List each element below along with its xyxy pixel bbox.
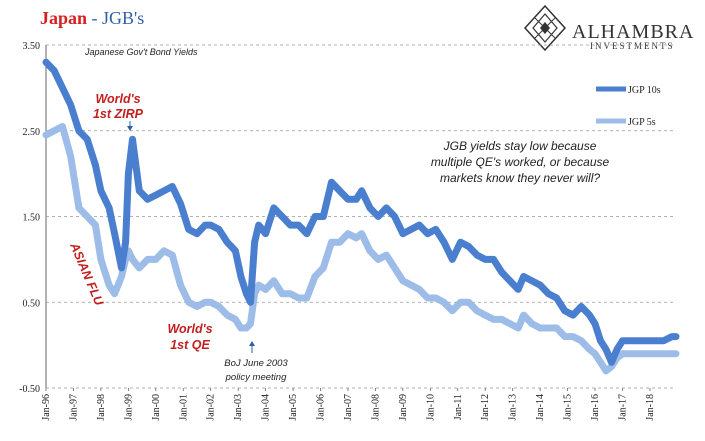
x-tick-label: Jan-99 — [123, 394, 134, 421]
zirp-arrow-icon — [127, 121, 133, 131]
y-axis-ticks: 3.50 2.50 1.50 0.50 -0.50 — [19, 41, 40, 395]
x-tick-label: Jan-97 — [68, 394, 79, 421]
legend-label-jgp5s: JGP 5s — [628, 117, 656, 128]
x-tick-label: Jan-16 — [590, 394, 601, 421]
qe-label-line-2: 1st QE — [170, 338, 210, 352]
series-line-jgp5s — [42, 123, 680, 375]
x-axis-ticks: Jan-96 Jan-97 Jan-98 Jan-99 Jan-00 Jan-01 Jan-… — [41, 388, 656, 421]
x-tick-label: Jan-07 — [343, 394, 354, 421]
x-tick-label: Jan-18 — [645, 394, 656, 421]
x-tick-label: Jan-09 — [398, 394, 409, 421]
legend: JGP 10s JGP 5s — [596, 85, 661, 128]
y-tick-label: 1.50 — [23, 213, 41, 224]
brand-name: ALHAMBRA — [572, 21, 694, 43]
boj-label-line-2: policy meeting — [225, 372, 287, 383]
x-tick-label: Jan-12 — [480, 394, 491, 421]
x-tick-label: Jan-05 — [288, 394, 299, 421]
chart-subtitle: Japanese Gov't Bond Yields — [84, 47, 198, 57]
boj-arrow-icon — [249, 341, 255, 353]
x-tick-label: Jan-03 — [233, 394, 244, 421]
x-tick-label: Jan-13 — [508, 394, 519, 421]
y-tick-label: 3.50 — [23, 41, 41, 52]
x-tick-label: Jan-06 — [316, 394, 327, 421]
title-series: JGB's — [102, 8, 144, 28]
y-tick-label: 2.50 — [23, 127, 41, 138]
x-tick-label: Jan-17 — [617, 394, 628, 421]
legend-label-jgp10s: JGP 10s — [628, 85, 661, 96]
y-tick-label: -0.50 — [19, 384, 40, 395]
boj-label-line-1: BoJ June 2003 — [224, 358, 288, 369]
title-country: Japan — [40, 8, 87, 28]
x-tick-label: Jan-14 — [535, 394, 546, 421]
alhambra-logo: ALHAMBRA INVESTMENTS — [523, 4, 694, 52]
x-tick-label: Jan-11 — [453, 394, 464, 420]
x-tick-label: Jan-96 — [41, 394, 52, 421]
qe-label-line-1: World's — [167, 322, 212, 336]
note-line-3: markets know they never will? — [440, 171, 600, 185]
note-line-1: JGB yields stay low because — [443, 139, 597, 153]
grid-lines — [45, 44, 676, 389]
chart-title: Japan - JGB's — [40, 8, 144, 28]
series-line-jgp10s — [42, 58, 680, 366]
diamond-lattice-icon — [523, 4, 567, 52]
brand-tagline: INVESTMENTS — [590, 41, 675, 51]
title-separator: - — [87, 8, 102, 28]
y-tick-label: 0.50 — [23, 298, 41, 309]
x-tick-label: Jan-08 — [370, 394, 381, 421]
x-tick-label: Jan-98 — [96, 394, 107, 421]
x-tick-label: Jan-01 — [178, 394, 189, 421]
x-tick-label: Jan-15 — [563, 394, 574, 421]
series-lines — [42, 58, 680, 375]
zirp-label-line-1: World's — [95, 92, 140, 106]
zirp-label-line-2: 1st ZIRP — [93, 107, 144, 121]
x-tick-label: Jan-04 — [261, 394, 272, 421]
x-tick-label: Jan-10 — [425, 394, 436, 421]
x-tick-label: Jan-02 — [206, 394, 217, 421]
x-tick-label: Jan-00 — [151, 394, 162, 421]
note-line-2: multiple QE's worked, or because — [431, 155, 610, 169]
